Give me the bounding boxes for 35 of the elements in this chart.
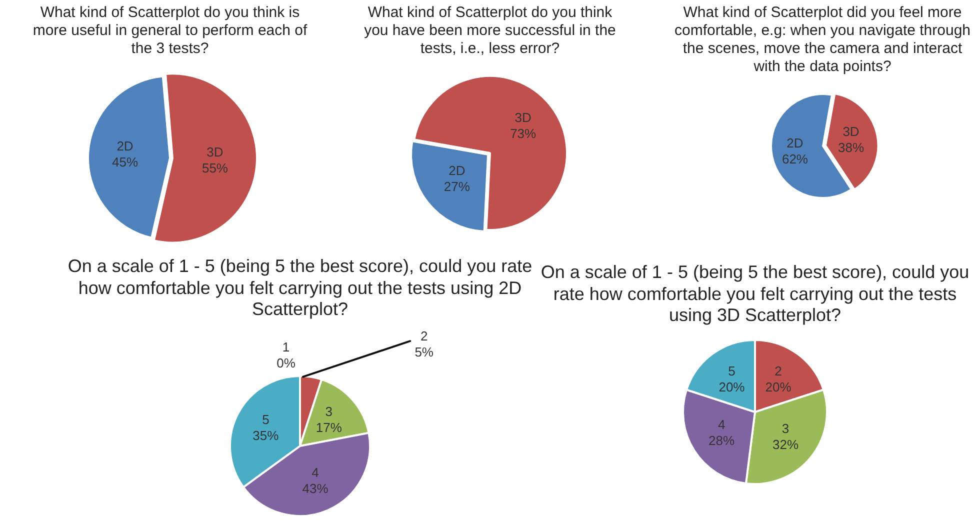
slice-label: 3 (782, 420, 790, 436)
chart-title: What kind of Scatterplot do you think you have been more successful in the tests, i.e., less error? (363, 4, 617, 58)
category-label: 1 (282, 339, 290, 354)
data-label: 45% (112, 154, 138, 170)
slice-label: 3D (842, 124, 859, 139)
slice-label: 2D (448, 163, 466, 178)
slice-label: 5 (728, 363, 736, 378)
data-label: 17% (316, 420, 342, 435)
slice-label: 5 (262, 412, 270, 427)
data-label: 32% (772, 436, 799, 452)
slice-label: 4 (718, 416, 726, 432)
data-label: 27% (444, 179, 470, 194)
data-label: 20% (765, 379, 792, 394)
slice-label: 2D (786, 135, 803, 150)
chart-title: On a scale of 1 - 5 (being 5 the best score), could you rate how comfortable you felt carrying out the tests using 2D Scatterplot? (66, 256, 534, 321)
data-label: 20% (718, 379, 746, 394)
slice-label: 2 (420, 328, 428, 344)
data-label: 62% (781, 151, 808, 166)
data-label: 73% (510, 126, 537, 142)
data-label: 43% (302, 480, 329, 496)
slice-label: 2D (116, 138, 134, 154)
data-label: 28% (708, 432, 736, 448)
slice-label: 2 (774, 363, 782, 378)
chart-title: What kind of Scatterplot do you think is more useful in general to perform each of the 3 tests? (32, 4, 308, 58)
text: 0% (276, 355, 296, 370)
slice-label: 3 (325, 404, 332, 419)
data-label: 5% (414, 344, 434, 360)
slice-label: 3D (206, 144, 224, 160)
chart-title: On a scale of 1 - 5 (being 5 the best score), could you rate how comfortable you felt carrying out the tests using 3D Scatterplot? (540, 262, 970, 327)
slice-label: 4 (312, 464, 319, 480)
slice-label: 3D (514, 110, 532, 126)
data-label: 55% (202, 160, 228, 176)
chart-title: What kind of Scatterplot did you feel more comfortable, e.g: when you navigate through the scenes, move the camera and interact with the data points? (673, 4, 972, 76)
data-label: 35% (252, 428, 280, 443)
data-label: 38% (838, 140, 864, 155)
